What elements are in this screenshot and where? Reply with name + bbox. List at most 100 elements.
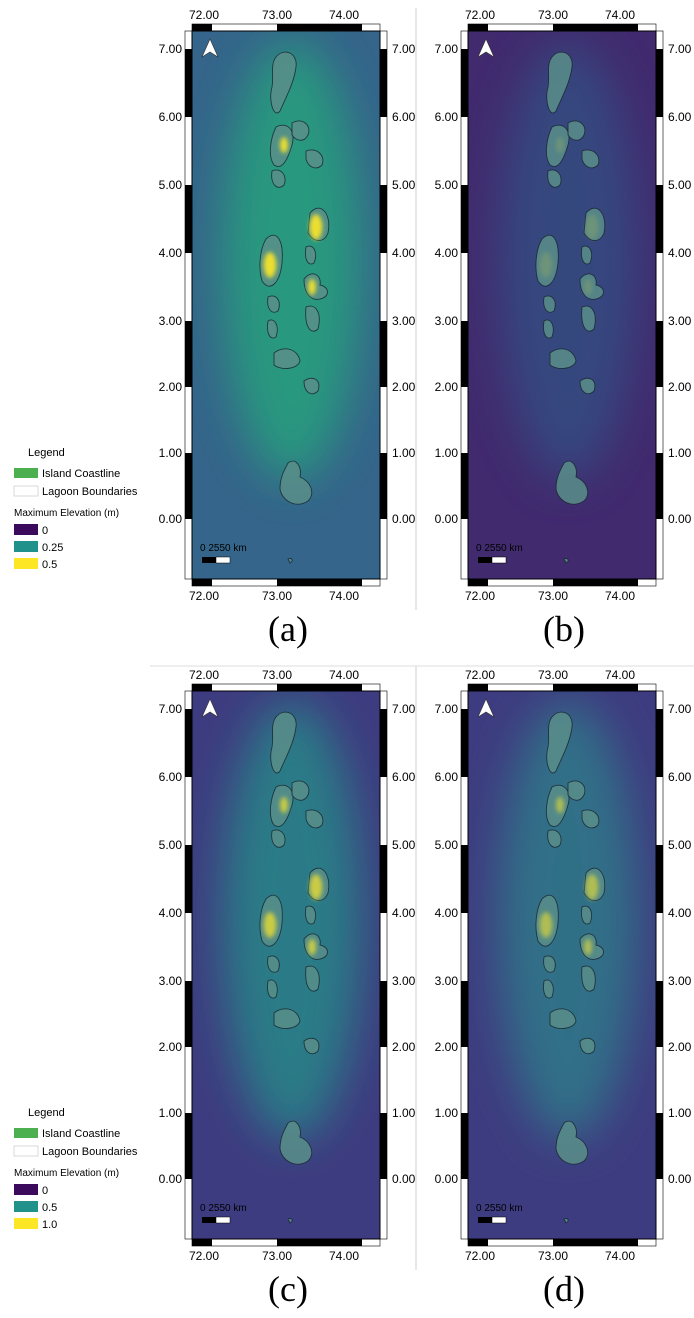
lat-label-left-7: 0.00 [435, 1172, 459, 1186]
map-panel-b: 0 2550 km 72.00 72.00 73.00 73.00 74.00 74.00 7… [435, 8, 692, 649]
lon-label-top-0: 72.00 [189, 8, 219, 22]
bottom-graticule-bar-0 [468, 1239, 488, 1246]
north-arrow-icon [477, 698, 495, 718]
island-13 [549, 348, 577, 369]
island-13 [273, 348, 301, 369]
left-graticule-bar-3 [185, 453, 192, 519]
lat-label-left-1: 6.00 [435, 110, 459, 124]
island-1 [546, 711, 573, 774]
lat-label-right-2: 5.00 [392, 838, 416, 852]
island-10 [543, 955, 556, 973]
right-graticule-bar-0 [380, 709, 387, 777]
lat-label-left-0: 7.00 [159, 42, 183, 56]
top-graticule-bar-0 [468, 684, 488, 691]
legend-swatch-1 [13, 485, 39, 497]
island-hotspot-7 [539, 252, 553, 278]
lat-label-right-5: 2.00 [668, 380, 692, 394]
legend-entry-label-1: Lagoon Boundaries [42, 486, 138, 498]
scale-bar-white [215, 1216, 231, 1224]
lat-label-left-0: 7.00 [435, 702, 459, 716]
scale-bar-label: 0 2550 km [200, 1203, 247, 1214]
scale-bar-label: 0 2550 km [200, 543, 247, 554]
ramp-swatch-0 [14, 524, 38, 535]
lat-label-right-2: 5.00 [392, 178, 416, 192]
lat-label-left-1: 6.00 [435, 770, 459, 784]
lat-label-right-6: 1.00 [392, 446, 416, 460]
island-hotspot-6 [309, 874, 323, 900]
scale-bar-black [202, 1217, 216, 1223]
top-graticule-frame [191, 683, 381, 692]
lat-label-right-6: 1.00 [668, 446, 692, 460]
bottom-graticule-bar-1 [553, 1239, 638, 1246]
lat-label-left-4: 3.00 [159, 974, 183, 988]
lat-label-left-3: 4.00 [159, 906, 183, 920]
island-8 [581, 245, 593, 265]
lon-label-top-2: 74.00 [605, 668, 635, 682]
ramp-label-0: 0 [42, 525, 48, 537]
legend-entry-label-0: Island Coastline [42, 468, 120, 480]
lat-label-left-5: 2.00 [159, 380, 183, 394]
ramp-label-2: 0.5 [42, 559, 57, 571]
right-graticule-bar-1 [656, 185, 663, 253]
lat-label-right-3: 4.00 [392, 906, 416, 920]
panel-caption-a: (a) [268, 609, 308, 649]
bottom-graticule-frame [191, 578, 381, 587]
left-graticule-frame [460, 690, 469, 1240]
bottom-graticule-bar-1 [277, 579, 362, 586]
ramp-swatch-0 [14, 1184, 38, 1195]
legend-title: Legend [28, 1107, 65, 1119]
island-5 [271, 829, 286, 848]
legend-swatch-1 [13, 1145, 39, 1157]
right-graticule-bar-0 [656, 49, 663, 117]
lat-label-left-6: 1.00 [435, 446, 459, 460]
lat-label-left-1: 6.00 [159, 110, 183, 124]
lat-label-left-3: 4.00 [435, 906, 459, 920]
lon-label-top-2: 74.00 [329, 8, 359, 22]
island-hotspot-6 [585, 214, 599, 240]
island-4 [581, 809, 600, 829]
island-11 [305, 305, 320, 332]
island-16 [563, 558, 569, 564]
island-5 [547, 169, 562, 188]
island-1 [270, 51, 297, 114]
north-arrow-icon [477, 38, 495, 58]
island-hotspot-2 [556, 137, 564, 153]
island-14 [579, 1037, 596, 1055]
elevation-glow [498, 41, 638, 481]
lon-label-bottom-2: 74.00 [605, 589, 635, 603]
map-panel-d: 0 2550 km 72.00 72.00 73.00 73.00 74.00 74.00 7… [435, 668, 692, 1309]
island-3 [291, 780, 310, 801]
lat-label-left-2: 5.00 [159, 178, 183, 192]
island-8 [581, 905, 593, 925]
lat-label-right-7: 0.00 [668, 512, 692, 526]
island-15 [555, 1120, 589, 1165]
ramp-title: Maximum Elevation (m) [14, 508, 119, 519]
island-1 [546, 51, 573, 114]
left-graticule-frame [184, 690, 193, 1240]
lon-label-bottom-1: 73.00 [262, 1249, 292, 1263]
lat-label-left-5: 2.00 [435, 380, 459, 394]
bottom-graticule-bar-1 [553, 579, 638, 586]
island-3 [567, 120, 586, 141]
right-graticule-frame [379, 30, 388, 580]
left-graticule-bar-0 [185, 49, 192, 117]
left-graticule-bar-1 [461, 185, 468, 253]
right-graticule-bar-3 [380, 453, 387, 519]
lon-label-top-2: 74.00 [605, 8, 635, 22]
left-graticule-bar-2 [461, 981, 468, 1047]
left-graticule-frame [460, 30, 469, 580]
lat-label-left-3: 4.00 [159, 246, 183, 260]
right-graticule-bar-0 [656, 709, 663, 777]
lon-label-bottom-2: 74.00 [329, 589, 359, 603]
scale-bar-label: 0 2550 km [476, 543, 523, 554]
top-graticule-bar-1 [277, 24, 362, 31]
lat-label-right-7: 0.00 [668, 1172, 692, 1186]
island-16 [563, 1218, 569, 1224]
lat-label-left-2: 5.00 [159, 838, 183, 852]
lat-label-right-1: 6.00 [392, 110, 416, 124]
island-13 [549, 1008, 577, 1029]
island-hotspot-2 [280, 797, 288, 813]
lat-label-right-0: 7.00 [392, 42, 416, 56]
lon-label-bottom-0: 72.00 [189, 589, 219, 603]
lat-label-left-6: 1.00 [159, 1106, 183, 1120]
